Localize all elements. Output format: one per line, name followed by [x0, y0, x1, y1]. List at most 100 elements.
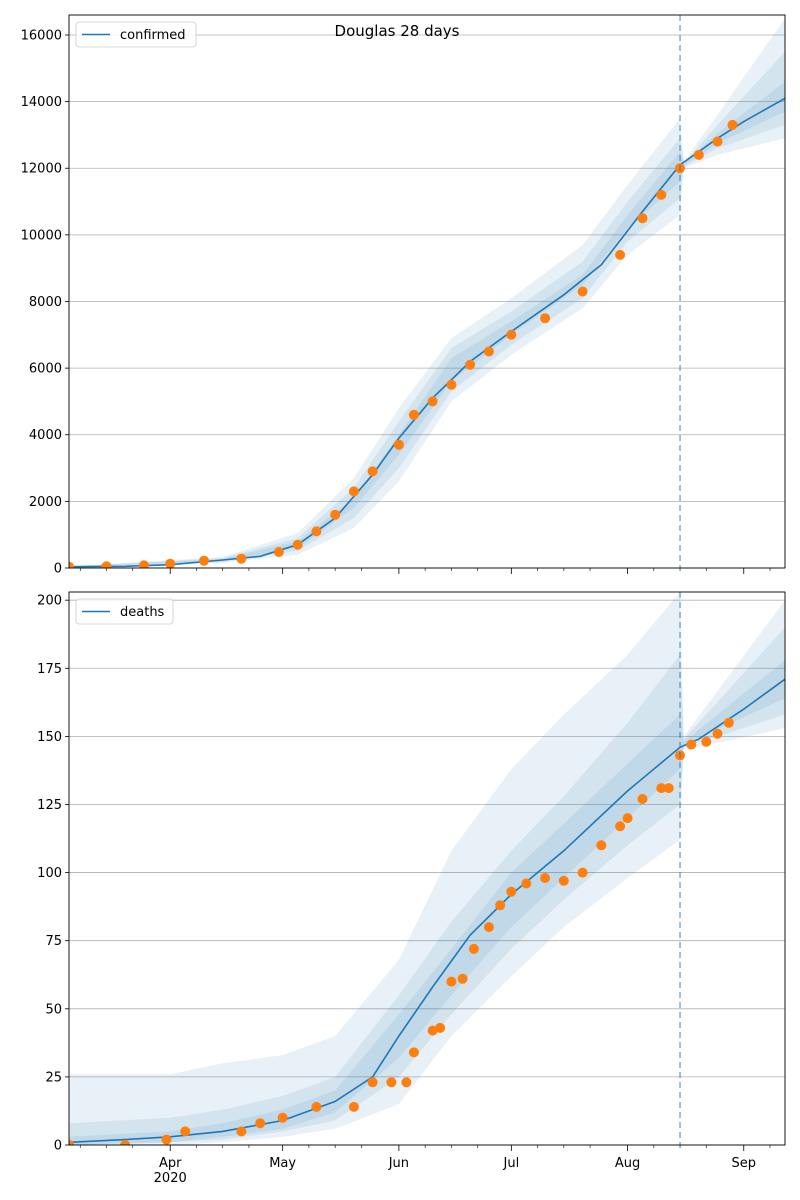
confirmed-point [727, 119, 738, 130]
deaths-ytick-label: 150 [37, 730, 62, 745]
confirmed-point [393, 439, 404, 450]
deaths-point [712, 728, 723, 739]
deaths-point [311, 1101, 322, 1112]
confirmed-point [367, 466, 378, 477]
deaths-point [386, 1077, 397, 1088]
confirmed-point [712, 136, 723, 147]
confirmed-point [348, 486, 359, 497]
deaths-point [457, 973, 468, 984]
deaths-point [180, 1126, 191, 1137]
deaths-point [427, 1025, 438, 1036]
deaths-point [656, 783, 667, 794]
confirmed-panel: 0 2000 4000 6000 8000 10000 12000 14000 16000 con… [21, 14, 786, 577]
confirmed-point [446, 379, 457, 390]
confirmed-point [427, 396, 438, 407]
confirmed-legend: confirmed [75, 21, 197, 48]
confirmed-point [465, 359, 476, 370]
deaths-legend-box [75, 598, 174, 625]
confirmed-ytick-label: 6000 [29, 362, 62, 377]
confirmed-point [139, 560, 149, 568]
confirmed-ytick-label: 0 [54, 562, 62, 577]
deaths-point [446, 976, 457, 987]
deaths-point [622, 813, 633, 824]
deaths-ytick-label: 200 [37, 594, 62, 609]
confirmed-point [199, 555, 209, 566]
deaths-legend: deaths [75, 598, 174, 625]
confirmed-point [540, 313, 551, 324]
confirmed-point [69, 561, 74, 568]
xtick-label-may: May [269, 1156, 296, 1171]
confirmed-point [165, 558, 176, 568]
deaths-ytick-label: 125 [37, 798, 62, 813]
deaths-point [701, 736, 712, 747]
deaths-band-1 [69, 627, 785, 1145]
deaths-point [120, 1140, 131, 1145]
confirmed-point [101, 561, 112, 568]
deaths-legend-label: deaths [120, 605, 165, 620]
deaths-point [348, 1101, 359, 1112]
deaths-frame [68, 591, 786, 1146]
deaths-point [408, 1047, 419, 1058]
confirmed-frame [68, 14, 786, 569]
confirmed-ytick-label: 8000 [29, 295, 62, 310]
confirmed-point [656, 189, 667, 200]
confirmed-ytick-label: 16000 [21, 28, 62, 43]
confirmed-ytick-label: 2000 [29, 495, 62, 510]
deaths-point [367, 1077, 378, 1088]
deaths-point [577, 867, 588, 878]
confirmed-point [483, 346, 494, 357]
xtick-label-jun: Jun [388, 1156, 409, 1171]
xtick-label-jul: Jul [503, 1156, 520, 1171]
deaths-point [495, 900, 506, 911]
confirmed-legend-box [75, 21, 197, 48]
x-axis-labels: Apr May Jun Jul Aug Sep 2020 [154, 1156, 756, 1186]
deaths-plot-area [69, 592, 785, 1145]
deaths-point [723, 717, 734, 728]
deaths-point [161, 1134, 172, 1145]
deaths-ytick-label: 0 [54, 1139, 62, 1154]
confirmed-legend-label: confirmed [120, 28, 186, 43]
deaths-point [637, 794, 648, 804]
confirmed-point [330, 509, 341, 520]
xtick-label-sep: Sep [732, 1156, 757, 1171]
confirmed-point [693, 149, 704, 160]
deaths-point [236, 1126, 247, 1137]
xtick-label-aug: Aug [615, 1156, 640, 1171]
deaths-ytick-label: 100 [37, 866, 62, 881]
confirmed-point [236, 553, 247, 564]
deaths-point [615, 821, 626, 832]
deaths-band-0 [69, 592, 785, 1145]
confirmed-ytick-label: 4000 [29, 428, 62, 443]
deaths-point [468, 943, 479, 954]
xtick-label-apr: Apr [159, 1156, 182, 1171]
confirmed-ytick-label: 12000 [21, 162, 62, 177]
confirmed-plot-area [69, 18, 785, 568]
deaths-point [483, 922, 494, 933]
confirmed-point [637, 213, 648, 224]
deaths-ytick-label: 25 [45, 1070, 62, 1085]
deaths-point [663, 783, 674, 794]
confirmed-point [292, 539, 303, 550]
figure-title: Douglas 28 days [335, 22, 460, 40]
confirmed-point [615, 249, 626, 260]
confirmed-point [408, 409, 419, 420]
deaths-point [435, 1022, 446, 1033]
deaths-point [540, 873, 551, 883]
confirmed-point [311, 526, 322, 537]
deaths-point [506, 886, 517, 897]
deaths-point [401, 1077, 412, 1088]
confirmed-point [506, 329, 517, 340]
deaths-ytick-label: 75 [45, 934, 62, 949]
confirmed-point [273, 547, 284, 557]
confirmed-band-0 [69, 18, 785, 568]
deaths-point [277, 1112, 288, 1123]
confirmed-point [577, 286, 588, 297]
deaths-point [558, 875, 569, 886]
xtick-year-label: 2020 [154, 1171, 187, 1186]
deaths-point [686, 739, 697, 750]
deaths-model-line [69, 678, 785, 1144]
deaths-point [69, 1140, 74, 1145]
confirmed-ytick-label: 14000 [21, 95, 62, 110]
deaths-point [521, 878, 532, 889]
